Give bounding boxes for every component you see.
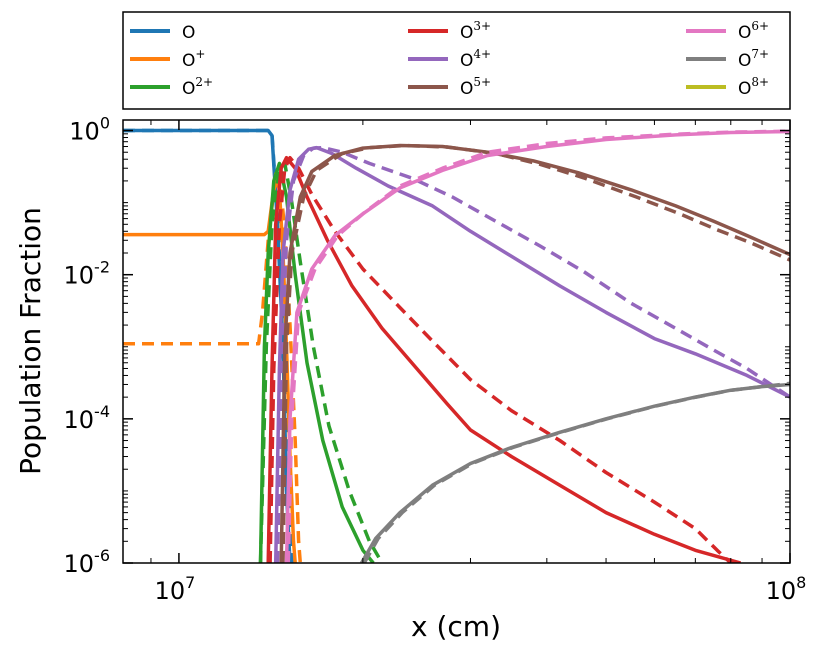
y-tick-label: 100: [69, 114, 110, 146]
legend-label: O: [182, 23, 195, 43]
series-o-2plus-solid-line: [258, 161, 375, 563]
y-tick-label: 10-6: [64, 546, 111, 578]
legend-item-o-3plus: O3+: [408, 19, 491, 43]
legend-label: O8+: [738, 75, 769, 99]
series-o-7plus-solid-line: [359, 382, 790, 563]
legend-item-o-5plus: O5+: [408, 75, 491, 99]
legend: O O+ O2+ O3+ O4+ O5+ O6+ O7+ O8+: [130, 19, 769, 99]
legend-item-o-plus: O+: [130, 47, 205, 71]
legend-item-o-7plus: O7+: [686, 47, 769, 71]
x-tick-label: 107: [155, 573, 196, 605]
series-layer: [123, 128, 790, 563]
series-o-6plus-dashed-line: [286, 129, 790, 563]
series-o-2plus-dashed-line: [258, 161, 384, 563]
plot-frame: [122, 119, 791, 564]
legend-label: O2+: [182, 75, 213, 99]
legend-box: [122, 11, 791, 110]
ticks-layer: 107 108 100 10-2 10-4 10-6: [64, 114, 807, 605]
legend-label: O+: [182, 47, 205, 71]
legend-item-o-8plus: O8+: [686, 75, 769, 99]
series-o-3plus-solid-line: [266, 155, 742, 563]
legend-item-o-4plus: O4+: [408, 47, 491, 71]
series-o-3plus-dashed-line: [268, 155, 732, 563]
legend-label: O4+: [460, 47, 491, 71]
y-tick-label: 10-2: [64, 258, 111, 290]
legend-item-o-2plus: O2+: [130, 75, 213, 99]
y-axis-title: Population Fraction: [14, 207, 47, 475]
series-o-5plus-solid-line: [279, 143, 790, 563]
legend-item-o-6plus: O6+: [686, 19, 769, 43]
legend-label: O3+: [460, 19, 491, 43]
legend-label: O7+: [738, 47, 769, 71]
legend-label: O6+: [738, 19, 769, 43]
x-tick-label: 108: [766, 573, 807, 605]
series-o-5plus-dashed-line: [281, 143, 790, 563]
legend-label: O5+: [460, 75, 491, 99]
legend-item-o: O: [130, 23, 195, 43]
x-axis-title: x (cm): [411, 610, 501, 643]
series-o-6plus-solid-line: [284, 129, 790, 563]
series-o-7plus-dashed-line: [362, 381, 790, 563]
y-tick-label: 10-4: [64, 402, 111, 434]
series-o-4plus-solid-line: [273, 145, 790, 563]
